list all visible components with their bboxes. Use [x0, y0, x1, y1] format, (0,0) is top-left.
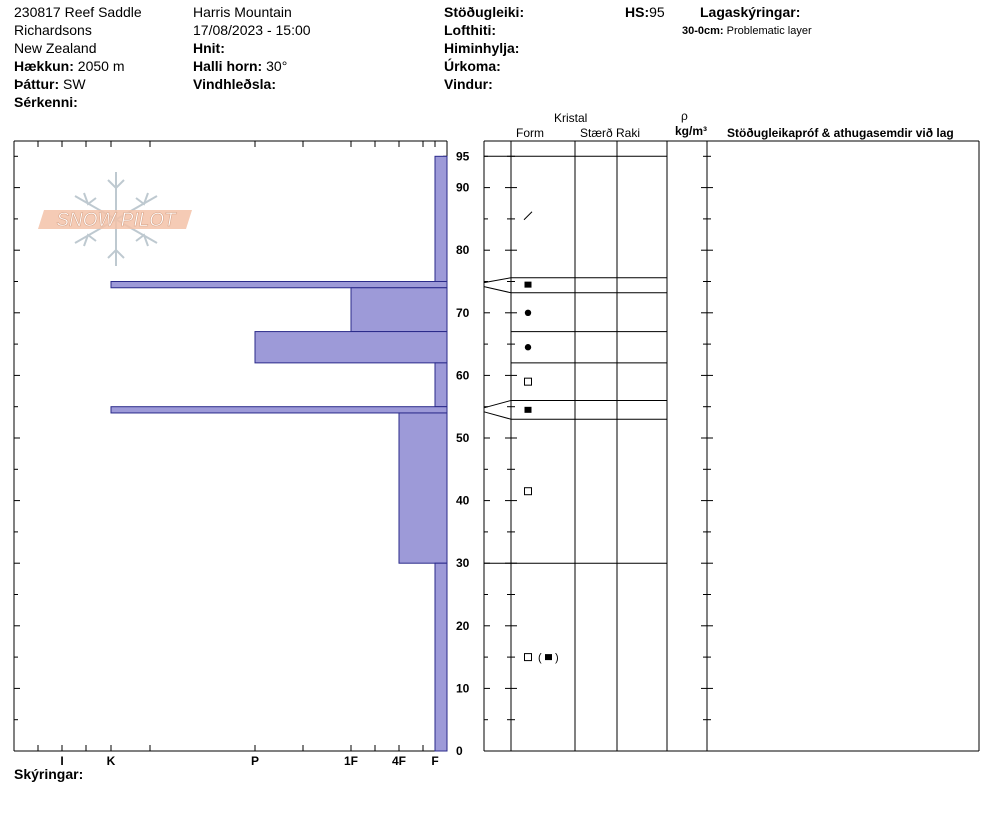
aspect-label: Þáttur: [14, 76, 60, 92]
hardness-bar-2 [350, 287, 448, 333]
hardness-bar-7 [434, 562, 448, 752]
grain-symbol-7 [524, 653, 532, 662]
grain-symbol-3 [524, 344, 532, 351]
sky-cover-label: Himinhylja: [444, 40, 520, 56]
thin-layer-bottom-0 [483, 286, 667, 294]
grain-symbol-7-open-paren: ( [538, 652, 542, 664]
hardness-bar-4 [434, 362, 448, 408]
grain-symbols: () [523, 211, 559, 664]
height-label-60: 60 [456, 368, 470, 382]
hardness-label-4F: 4F [392, 754, 406, 768]
grain-symbol-4 [524, 377, 532, 386]
size-header: Stærð [580, 126, 613, 140]
date-time: 17/08/2023 - 15:00 [193, 22, 311, 38]
country: New Zealand [14, 40, 97, 56]
hardness-label-P: P [251, 754, 259, 768]
thin-layer-bottom-1 [483, 411, 667, 420]
elevation-value: 2050 m [77, 58, 125, 74]
elevation-row: Hækkun: 2050 m [14, 57, 125, 75]
hardness-label-1F: 1F [344, 754, 358, 768]
wind-loading-label: Vindhleðsla: [193, 76, 276, 92]
grain-table [483, 140, 980, 752]
hardness-bars [110, 155, 448, 752]
layer-note: 30-0cm: Problematic layer [682, 22, 812, 40]
height-label-95: 95 [456, 149, 470, 163]
hs-row: HS:95 [625, 3, 665, 21]
height-label-50: 50 [456, 431, 470, 445]
hardness-bar-6 [398, 412, 448, 564]
grain-symbol-5 [524, 406, 532, 413]
hardness-ticks [14, 141, 447, 752]
hardness-axes [13, 140, 448, 752]
height-label-20: 20 [456, 619, 470, 633]
rho-header: ρ [681, 109, 688, 123]
aspect-row: Þáttur: SW [14, 75, 86, 93]
slope-label: Halli horn: [193, 58, 263, 74]
hardness-bar-3 [254, 331, 448, 364]
density-unit-header: kg/m³ [675, 124, 708, 138]
hardness-label-F: F [431, 754, 438, 768]
elevation-label: Hækkun: [14, 58, 74, 74]
grain-symbol-1 [524, 281, 532, 288]
hs-value: 95 [649, 4, 665, 20]
grain-symbol-7-close-paren: ) [555, 652, 559, 664]
grain-symbol-2 [524, 309, 532, 316]
grain-symbol-6 [524, 487, 532, 496]
stability-label: Stöðugleiki: [444, 4, 525, 20]
aspect-value: SW [63, 76, 86, 92]
grain-symbol-0 [523, 211, 533, 221]
layer-note-text: Problematic layer [726, 25, 812, 37]
layer-boundaries [483, 155, 667, 564]
height-label-0: 0 [456, 744, 463, 758]
moisture-header: Raki [616, 126, 641, 140]
hardness-bar-1 [110, 281, 448, 289]
thin-layer-top-0 [483, 277, 667, 284]
hardness-label-K: K [107, 754, 116, 768]
crystal-header: Kristal [554, 111, 588, 125]
features-label: Sérkenni: [14, 94, 78, 110]
slope-value: 30° [266, 58, 288, 74]
thin-layer-top-1 [483, 399, 667, 409]
air-temp-label: Lofthiti: [444, 22, 497, 38]
hardness-scale-labels: F 4F 1F P K I [60, 754, 438, 768]
height-label-80: 80 [456, 243, 470, 257]
coords-label: Hnit: [193, 40, 225, 56]
operation-name: Richardsons [14, 22, 92, 38]
layer-note-range: 30-0cm: [682, 25, 724, 37]
form-header: Form [516, 126, 544, 140]
hs-label: HS: [625, 4, 650, 20]
height-label-90: 90 [456, 181, 470, 195]
height-label-40: 40 [456, 494, 470, 508]
height-tick-labels: 0 10 20 30 40 50 60 70 80 90 95 [456, 149, 470, 758]
layer-notes-label: Lagaskýringar: [700, 4, 801, 20]
logo-text: SNOW PILOT [56, 210, 177, 231]
height-label-10: 10 [456, 681, 470, 695]
table-ticks [484, 155, 713, 752]
height-label-30: 30 [456, 556, 470, 570]
grain-symbol-7-inner [545, 654, 552, 661]
comments-label: Skýringar: [14, 766, 84, 782]
height-label-70: 70 [456, 306, 470, 320]
wind-label: Vindur: [444, 76, 493, 92]
site-name: 230817 Reef Saddle [14, 4, 142, 20]
hardness-label-I: I [60, 754, 63, 768]
snowpilot-logo: SNOW PILOT [38, 172, 192, 266]
location-name: Harris Mountain [193, 4, 292, 20]
hardness-bar-0 [434, 155, 448, 282]
precip-label: Úrkoma: [444, 58, 501, 74]
slope-row: Halli horn: 30° [193, 57, 287, 75]
stability-tests-header: Stöðugleikapróf & athugasemdir við lag [727, 126, 954, 140]
hardness-bar-5 [110, 406, 448, 414]
